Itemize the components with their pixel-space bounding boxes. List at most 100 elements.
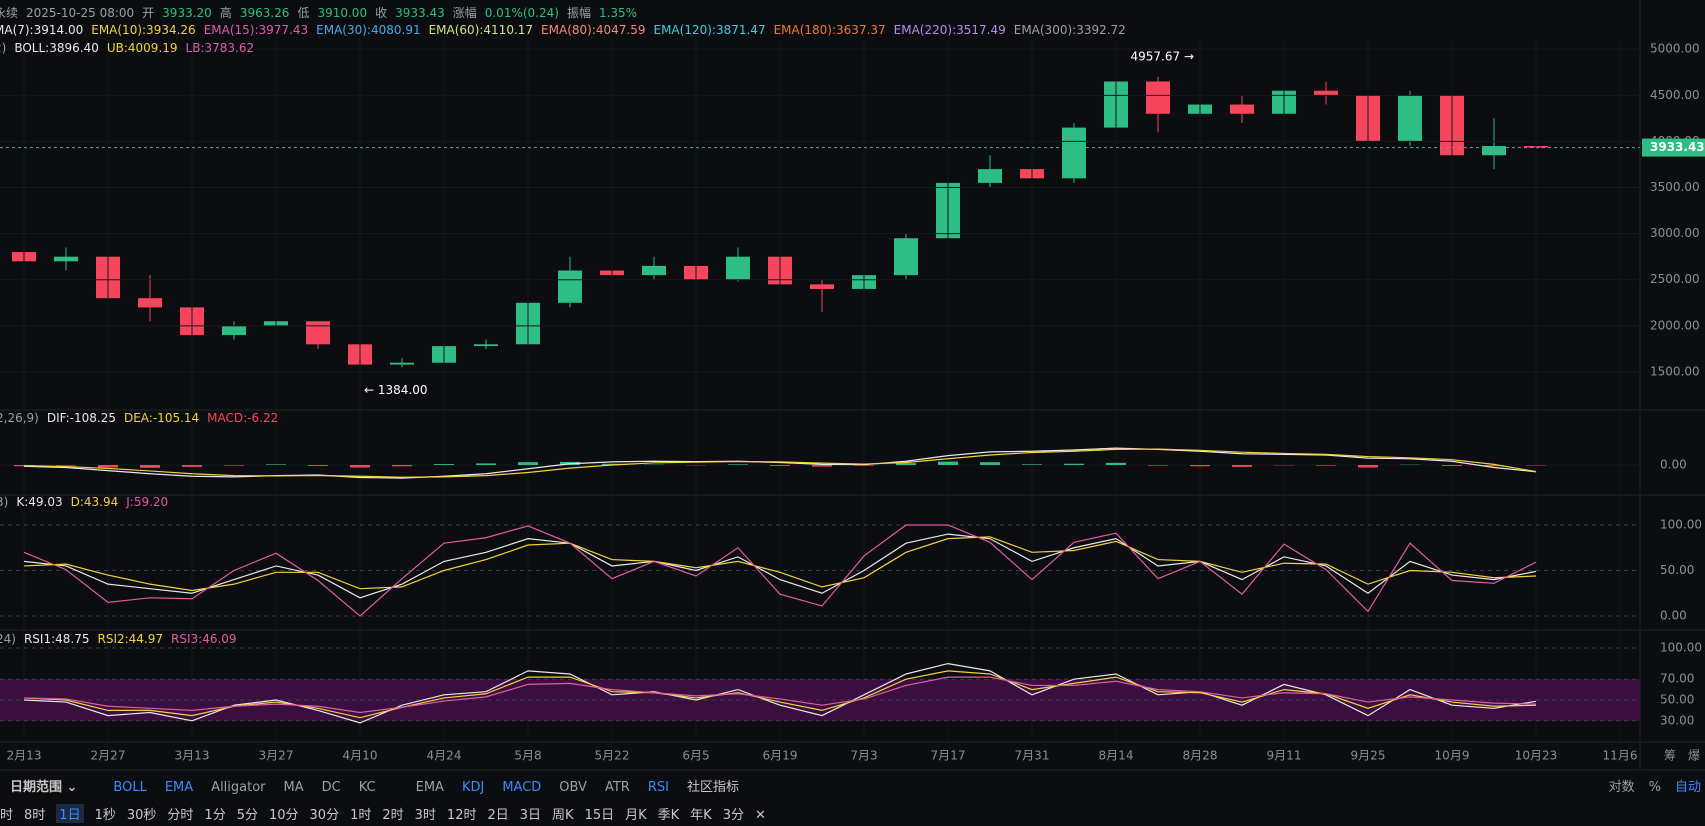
macd-bar (1064, 463, 1084, 465)
interval-button[interactable]: 1秒 (94, 808, 116, 823)
interval-button[interactable]: 1时 (350, 808, 372, 823)
macd-bar (1022, 464, 1042, 465)
interval-button[interactable]: 季K (657, 808, 680, 823)
macd-bar (854, 465, 874, 466)
scale-button[interactable]: 对数 (1608, 780, 1635, 795)
y-tick-label: 0.00 (1660, 609, 1687, 623)
x-tick-label: 8月28 (1183, 749, 1218, 763)
indicator-toolbar: 日期范围 ⌄ BOLL EMA Alligator MA DC KC EMA KDJ MACD OB… (0, 776, 1705, 795)
macd-bar (56, 465, 76, 466)
indicator-legend: 24) RSI1:48.75 RSI2:44.97 RSI3:46.09 (0, 632, 237, 646)
interval-button[interactable]: 分时 (167, 808, 194, 823)
macd-bar (980, 462, 1000, 465)
indicator-button[interactable]: MA (283, 780, 304, 795)
interval-button[interactable]: 3日 (519, 808, 542, 823)
legend-item: DEA:-105.14 (124, 411, 199, 425)
candle-body (726, 256, 750, 280)
macd-bar (602, 463, 622, 465)
indicator-button[interactable]: RSI (647, 780, 669, 795)
rsi-line (23, 662, 1537, 724)
interval-button[interactable]: 时 (0, 808, 14, 823)
kdj-line (23, 524, 1537, 617)
legend-item: 涨幅 (452, 6, 477, 20)
macd-bar (182, 465, 202, 467)
legend-item: 振幅 (566, 6, 591, 20)
macd-bar (1316, 465, 1336, 466)
candle-body (306, 321, 330, 345)
macd-bar (266, 464, 286, 465)
interval-button[interactable]: ✕ (754, 808, 766, 823)
legend-item: EMA(80):4047.59 (541, 23, 646, 37)
macd-bar (896, 463, 916, 465)
interval-button[interactable]: 12时 (446, 808, 477, 823)
kdj-line (23, 533, 1537, 599)
interval-toolbar: 时 8时 1日 1秒 30秒 分时 1分 5分 10分 30分 1时 2时 3时 12时 2日 3日 周K 15日… (0, 804, 1705, 823)
macd-bar (1148, 465, 1168, 466)
indicator-button[interactable]: KDJ (461, 780, 485, 795)
scale-button[interactable]: 自动 (1674, 780, 1701, 795)
legend-item: RSI1:48.75 (24, 632, 90, 646)
x-tick-label: 7月17 (931, 749, 966, 763)
indicator-button[interactable]: Alligator (211, 780, 266, 795)
macd-bar (518, 462, 538, 465)
legend-item: D:43.94 (71, 495, 119, 509)
indicator-button[interactable]: OBV (559, 780, 587, 795)
interval-button[interactable]: 15日 (584, 808, 615, 823)
indicator-button[interactable]: MACD (502, 780, 542, 795)
interval-button[interactable]: 5分 (236, 808, 258, 823)
indicator-button[interactable]: BOLL (113, 780, 147, 795)
legend-item: EMA(120):3871.47 (653, 23, 766, 37)
scale-button[interactable]: % (1648, 780, 1661, 795)
interval-button[interactable]: 月K (625, 808, 647, 823)
indicator-button[interactable]: EMA (164, 780, 194, 795)
legend-item: 3963.26 (239, 6, 290, 20)
x-tick-label: 2月13 (7, 749, 42, 763)
last-price-tag (1642, 138, 1705, 157)
legend-item: EMA(30):4080.91 (316, 23, 421, 37)
low-annotation: ← 1384.00 (364, 383, 428, 397)
macd-bar (434, 464, 454, 465)
interval-button[interactable]: 1分 (204, 808, 226, 823)
indicator-button[interactable]: ATR (604, 780, 630, 795)
legend-item: UB:4009.19 (106, 41, 178, 55)
legend-item: 0.01%(0.24) (484, 6, 559, 20)
legend-row: 永续 2025-10-25 08:00 开 3933.20 高 3963.26 低 3910.… (0, 4, 645, 21)
x-tick-label: 5月22 (595, 749, 630, 763)
macd-bar (1358, 465, 1378, 468)
indicator-button[interactable]: 社区指标 (686, 780, 739, 795)
y-tick-label: 1500.00 (1650, 364, 1700, 378)
interval-button[interactable]: 8时 (24, 808, 46, 823)
legend-item: 1.35% (598, 6, 638, 20)
legend-item: 低 (297, 6, 310, 20)
interval-button[interactable]: 3时 (414, 808, 436, 823)
interval-button[interactable]: 1日 (56, 804, 84, 823)
legend-item: 2,26,9) (0, 411, 39, 425)
y-tick-label: 50.00 (1660, 563, 1694, 577)
interval-button[interactable]: 2日 (487, 808, 509, 823)
indicator-button[interactable]: KC (358, 780, 376, 795)
date-range-button[interactable]: 日期范围 ⌄ (10, 780, 78, 795)
interval-button[interactable]: 年K (690, 808, 712, 823)
interval-button[interactable]: 3分 (722, 808, 744, 823)
indicator-button[interactable]: EMA (415, 780, 444, 795)
y-tick-label: 3500.00 (1650, 180, 1700, 194)
corner-label: 爆 (1688, 749, 1700, 763)
candle-body (1062, 127, 1086, 179)
macd-bar (350, 465, 370, 468)
interval-button[interactable]: 10分 (268, 808, 299, 823)
interval-button[interactable]: 30分 (309, 808, 340, 823)
x-tick-label: 4月24 (427, 749, 462, 763)
legend-item: 24) (0, 632, 16, 646)
indicator-legend: 2,26,9) DIF:-108.25 DEA:-105.14 MACD:-6.22 (0, 411, 278, 425)
interval-button[interactable]: 30秒 (126, 808, 157, 823)
legend-item: EMA(10):3934.26 (91, 23, 196, 37)
candle-body (978, 169, 1002, 183)
interval-button[interactable]: 周K (552, 808, 574, 823)
y-tick-label: 5000.00 (1650, 42, 1700, 56)
indicator-button[interactable]: DC (321, 780, 341, 795)
interval-button[interactable]: 2时 (382, 808, 404, 823)
legend-item: MACD:-6.22 (207, 411, 278, 425)
candle-body (1314, 90, 1338, 96)
